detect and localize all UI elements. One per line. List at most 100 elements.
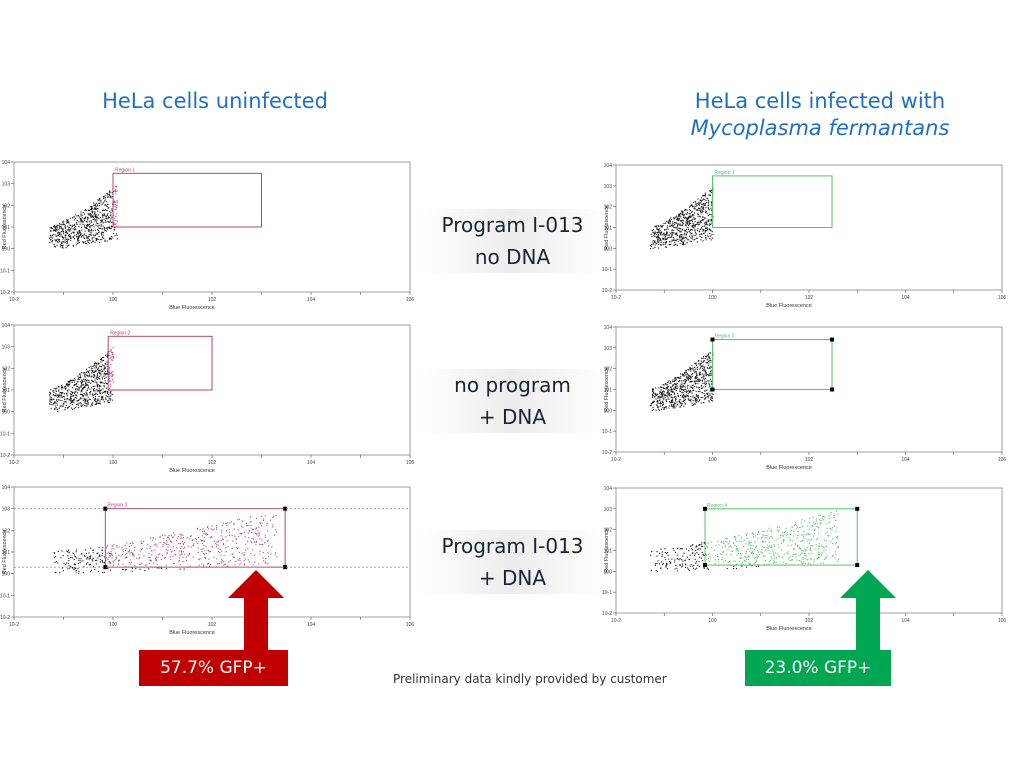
event-dot (91, 205, 93, 207)
event-dot (72, 236, 74, 238)
event-dot (689, 232, 691, 234)
event-dot (722, 561, 725, 563)
event-dot (159, 536, 161, 538)
event-dot (657, 560, 659, 562)
x-tick-label: 106 (406, 297, 415, 303)
event-dot (722, 551, 724, 553)
event-dot (109, 196, 111, 198)
event-dot (705, 227, 707, 229)
event-dot (224, 563, 226, 565)
event-dot (197, 536, 200, 538)
event-dot (652, 243, 655, 245)
event-dot (652, 390, 654, 393)
event-dot (110, 359, 112, 361)
event-dot (756, 555, 758, 557)
event-dot (111, 210, 113, 212)
event-dot (698, 400, 700, 402)
event-dot (695, 376, 697, 378)
event-dot (711, 209, 713, 211)
event-dot (688, 390, 690, 392)
event-dot (95, 362, 97, 364)
event-dot (801, 539, 803, 542)
gate-handle (103, 506, 108, 511)
event-dot (96, 390, 98, 392)
event-dot (82, 403, 84, 405)
event-dot (242, 526, 244, 528)
event-dot (220, 560, 222, 562)
event-dot (68, 235, 70, 237)
event-dot (699, 222, 701, 224)
event-dot (102, 397, 104, 399)
event-dot (656, 243, 658, 245)
event-dot (726, 541, 728, 543)
event-dot (818, 543, 821, 545)
event-dot (676, 234, 678, 236)
event-dot (65, 388, 67, 390)
event-dot (668, 394, 670, 396)
event-dot (115, 216, 117, 218)
event-dot (683, 389, 685, 391)
event-dot (837, 535, 839, 538)
gate-handle (703, 506, 708, 511)
event-dot (133, 555, 135, 557)
event-dot (103, 373, 105, 375)
event-dot (94, 229, 97, 231)
event-dot (789, 533, 792, 535)
event-dot (705, 393, 707, 395)
event-dot (690, 545, 692, 547)
event-dot (258, 563, 260, 565)
event-dot (226, 525, 228, 527)
event-dot (69, 224, 71, 226)
event-dot (699, 372, 701, 374)
event-dot (662, 384, 664, 386)
event-dot (669, 236, 671, 238)
event-dot (101, 231, 103, 233)
event-dot (702, 210, 704, 212)
event-dot (821, 552, 823, 554)
event-dot (709, 374, 711, 376)
event-dot (694, 378, 696, 380)
event-dot (77, 568, 79, 570)
event-dot (699, 220, 701, 222)
event-dot (95, 238, 97, 240)
event-dot (697, 401, 699, 403)
event-dot (689, 381, 691, 383)
event-dot (708, 194, 710, 196)
event-dot (69, 399, 71, 401)
event-dot (682, 238, 684, 240)
event-dot (217, 544, 219, 546)
event-dot (165, 548, 167, 550)
event-dot (828, 517, 831, 519)
event-dot (675, 221, 677, 223)
event-dot (200, 539, 202, 541)
event-dot (706, 213, 708, 215)
y-tick-label: 104 (604, 486, 613, 492)
event-dot (669, 394, 671, 396)
event-dot (102, 222, 104, 224)
event-dot (56, 227, 59, 229)
event-dot (658, 238, 660, 240)
event-dot (790, 530, 792, 532)
event-dot (751, 565, 753, 567)
event-dot (73, 407, 75, 410)
event-dot (808, 528, 810, 530)
event-dot (683, 383, 685, 385)
event-dot (103, 369, 105, 371)
event-dot (703, 360, 705, 362)
event-dot (114, 223, 116, 225)
event-dot (70, 556, 72, 558)
event-dot (134, 565, 136, 567)
event-dot (773, 554, 775, 556)
event-dot (70, 396, 72, 398)
event-dot (102, 209, 104, 211)
event-dot (681, 392, 683, 394)
event-dot (75, 394, 77, 396)
event-dot (752, 554, 754, 556)
event-dot (684, 371, 686, 374)
event-dot (664, 243, 666, 245)
event-dot (682, 391, 684, 394)
event-dot (63, 396, 65, 398)
event-dot (86, 557, 88, 559)
event-dot (700, 360, 702, 362)
event-dot (660, 391, 662, 393)
